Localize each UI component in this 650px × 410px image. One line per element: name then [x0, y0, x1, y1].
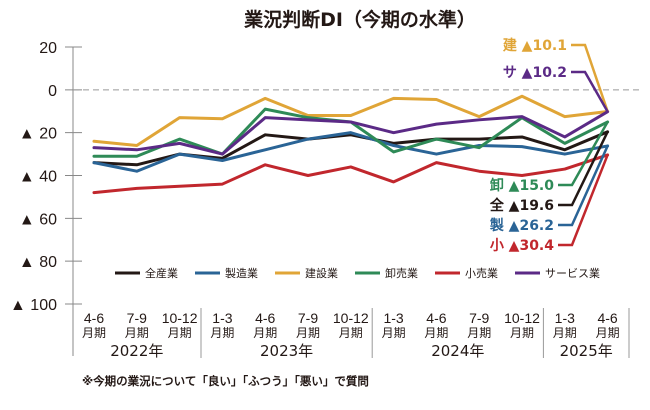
x-tick-month: 月期: [296, 326, 320, 340]
y-tick-label: 0: [48, 83, 57, 100]
end-label-サ: サ ▲10.2: [503, 65, 567, 81]
leader-line-サ: [571, 70, 609, 113]
leader-line-建: [571, 43, 609, 112]
x-tick-month: 月期: [424, 326, 448, 340]
end-label-建: 建 ▲10.1: [503, 37, 567, 54]
leader-line-小: [558, 154, 609, 247]
x-tick-month: 月期: [596, 326, 620, 340]
chart-title: 業況判断DI（今期の水準）: [243, 8, 476, 31]
x-tick-quarter: 4-6: [426, 310, 446, 326]
legend-label: 製造業: [225, 266, 258, 280]
x-year-label: 2023年: [260, 342, 313, 360]
series-line-小: [92, 153, 610, 195]
series-line-建: [92, 94, 610, 148]
end-label-小: 小 ▲30.4: [490, 238, 554, 254]
x-tick-month: 月期: [168, 326, 192, 340]
x-tick-month: 月期: [82, 326, 106, 340]
end-label-卸: 卸 ▲15.0: [490, 177, 554, 194]
x-year-label: 2024年: [431, 342, 484, 360]
end-labels: 建 ▲10.1 サ ▲10.2 卸 ▲15.0 全 ▲19.6 製 ▲26.2 小 ▲30…: [489, 37, 609, 254]
y-tick-label: ▲ 20: [19, 126, 57, 143]
x-tick-quarter: 7-9: [469, 310, 489, 326]
leader-line-全: [558, 131, 609, 207]
x-tick-quarter: 10-12: [162, 310, 198, 326]
legend-label: サービス業: [545, 267, 600, 280]
x-tick-quarter: 4-6: [84, 310, 104, 326]
x-tick-month: 月期: [553, 326, 577, 340]
x-tick-quarter: 1-3: [212, 310, 232, 326]
x-tick-month: 月期: [253, 326, 277, 340]
x-tick-quarter: 7-9: [298, 310, 318, 326]
legend-label: 小売業: [465, 267, 498, 280]
y-tick-label: ▲ 60: [19, 211, 57, 228]
end-label-製: 製 ▲26.2: [489, 217, 554, 234]
x-year-label: 2022年: [110, 342, 163, 360]
x-tick-month: 月期: [125, 326, 149, 340]
x-tick-quarter: 4-6: [597, 310, 617, 326]
x-tick-month: 月期: [382, 326, 406, 340]
footnote: ※今期の業況について「良い」「ふつう」「悪い」で質問: [82, 374, 369, 388]
x-tick-quarter: 1-3: [383, 310, 403, 326]
legend: 全産業 製造業 建設業 卸売業 小売業 サービス業: [115, 266, 600, 280]
end-label-全: 全 ▲19.6: [489, 197, 554, 214]
x-tick-quarter: 4-6: [255, 310, 275, 326]
legend-label: 建設業: [305, 266, 338, 280]
x-tick-month: 月期: [339, 326, 363, 340]
x-tick-quarter: 10-12: [333, 310, 369, 326]
x-axis: 4-6月期7-9月期10-12月期1-3月期4-6月期7-9月期10-12月期1…: [82, 308, 630, 360]
leader-line-卸: [558, 121, 609, 187]
x-tick-quarter: 10-12: [504, 310, 540, 326]
x-year-label: 2025年: [560, 342, 613, 360]
leader-line-製: [558, 145, 609, 227]
legend-label: 全産業: [145, 266, 178, 280]
y-tick-label: 20: [39, 40, 57, 57]
legend-label: 卸売業: [385, 266, 418, 280]
y-tick-label: ▲ 40: [19, 169, 57, 186]
series-line-サ: [92, 110, 610, 156]
x-tick-month: 月期: [510, 326, 534, 340]
x-tick-quarter: 7-9: [127, 310, 147, 326]
series-lines: [92, 94, 610, 195]
y-tick-label: ▲ 80: [19, 254, 57, 271]
x-tick-month: 月期: [467, 326, 491, 340]
x-tick-quarter: 1-3: [555, 310, 575, 326]
axes: 20 0 ▲ 20 ▲ 40 ▲ 60 ▲ 80 ▲ 100: [10, 40, 640, 356]
x-tick-month: 月期: [210, 326, 234, 340]
y-tick-label: ▲ 100: [10, 297, 57, 314]
series-line-製: [92, 131, 610, 173]
